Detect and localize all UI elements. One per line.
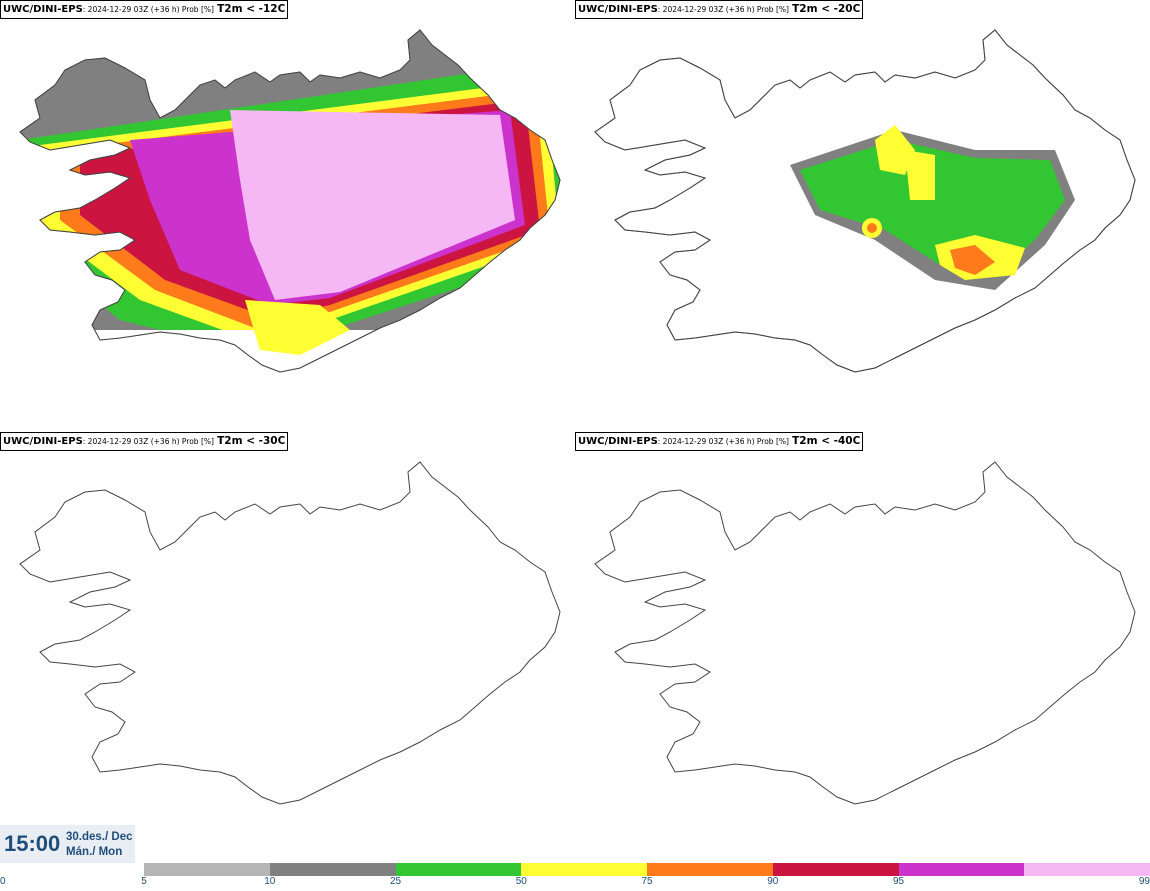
run-info: : 2024-12-29 03Z (+36 h) Prob [%] — [82, 5, 214, 14]
colorbar-tick-label: 10 — [264, 876, 276, 887]
probability-map — [19, 461, 561, 805]
colorbar-segment — [395, 863, 522, 876]
colorbar-segment — [521, 863, 647, 876]
colorbar-tick-label: 25 — [389, 876, 402, 887]
panel-title: UWC/DINI-EPS: 2024-12-29 03Z (+36 h) Pro… — [575, 0, 864, 19]
colorbar-segment — [1024, 863, 1150, 876]
colorbar-segment — [269, 863, 396, 876]
colorbar-tick-label: 95 — [892, 876, 905, 887]
colorbar-segment — [898, 863, 1025, 876]
model-name: UWC/DINI-EPS — [578, 4, 658, 15]
run-info: : 2024-12-29 03Z (+36 h) Prob [%] — [82, 437, 214, 446]
colorbar-tick-label: 90 — [767, 876, 779, 887]
colorbar-segment — [772, 863, 899, 876]
model-name: UWC/DINI-EPS — [3, 436, 83, 447]
probability-field — [20, 30, 560, 372]
run-info: : 2024-12-29 03Z (+36 h) Prob [%] — [657, 437, 789, 446]
valid-time: 15:00 — [4, 831, 61, 856]
map-panel-t2m-minus-12: UWC/DINI-EPS: 2024-12-29 03Z (+36 h) Pro… — [0, 0, 575, 432]
model-name: UWC/DINI-EPS — [3, 4, 83, 15]
probability-map — [19, 29, 561, 373]
variable-label: T2m < -12C — [217, 3, 286, 15]
variable-label: T2m < -20C — [792, 3, 861, 15]
colorbar-ticks: 0 5 10 25 50 75 90 95 99 — [0, 876, 1150, 891]
map-panel-t2m-minus-30: UWC/DINI-EPS: 2024-12-29 03Z (+36 h) Pro… — [0, 432, 575, 864]
map-panel-t2m-minus-40: UWC/DINI-EPS: 2024-12-29 03Z (+36 h) Pro… — [575, 432, 1150, 864]
variable-label: T2m < -40C — [792, 435, 861, 447]
panel-title: UWC/DINI-EPS: 2024-12-29 03Z (+36 h) Pro… — [0, 0, 289, 19]
valid-time-box: 15:00 30.des./ Dec Mán./ Mon — [0, 825, 135, 863]
valid-weekday: Mán./ Mon — [66, 846, 123, 858]
run-info: : 2024-12-29 03Z (+36 h) Prob [%] — [657, 5, 789, 14]
probability-map — [594, 461, 1136, 805]
colorbar-tick-label: 75 — [641, 876, 653, 887]
colorbar-segment — [647, 863, 773, 876]
model-name: UWC/DINI-EPS — [578, 436, 658, 447]
probability-map — [594, 29, 1136, 373]
panel-title: UWC/DINI-EPS: 2024-12-29 03Z (+36 h) Pro… — [575, 432, 864, 451]
colorbar-tick-label: 50 — [515, 876, 527, 887]
panel-title: UWC/DINI-EPS: 2024-12-29 03Z (+36 h) Pro… — [0, 432, 289, 451]
colorbar-segment — [144, 863, 270, 876]
map-panel-t2m-minus-20: UWC/DINI-EPS: 2024-12-29 03Z (+36 h) Pro… — [575, 0, 1150, 432]
colorbar-tick-label: 5 — [141, 876, 147, 887]
variable-label: T2m < -30C — [217, 435, 286, 447]
colorbar-tick-label: 99 — [1138, 876, 1150, 887]
colorbar — [144, 863, 1150, 876]
probability-field — [790, 125, 1075, 290]
colorbar-tick-label: 0 — [0, 876, 6, 887]
valid-date: 30.des./ Dec — [66, 831, 133, 843]
